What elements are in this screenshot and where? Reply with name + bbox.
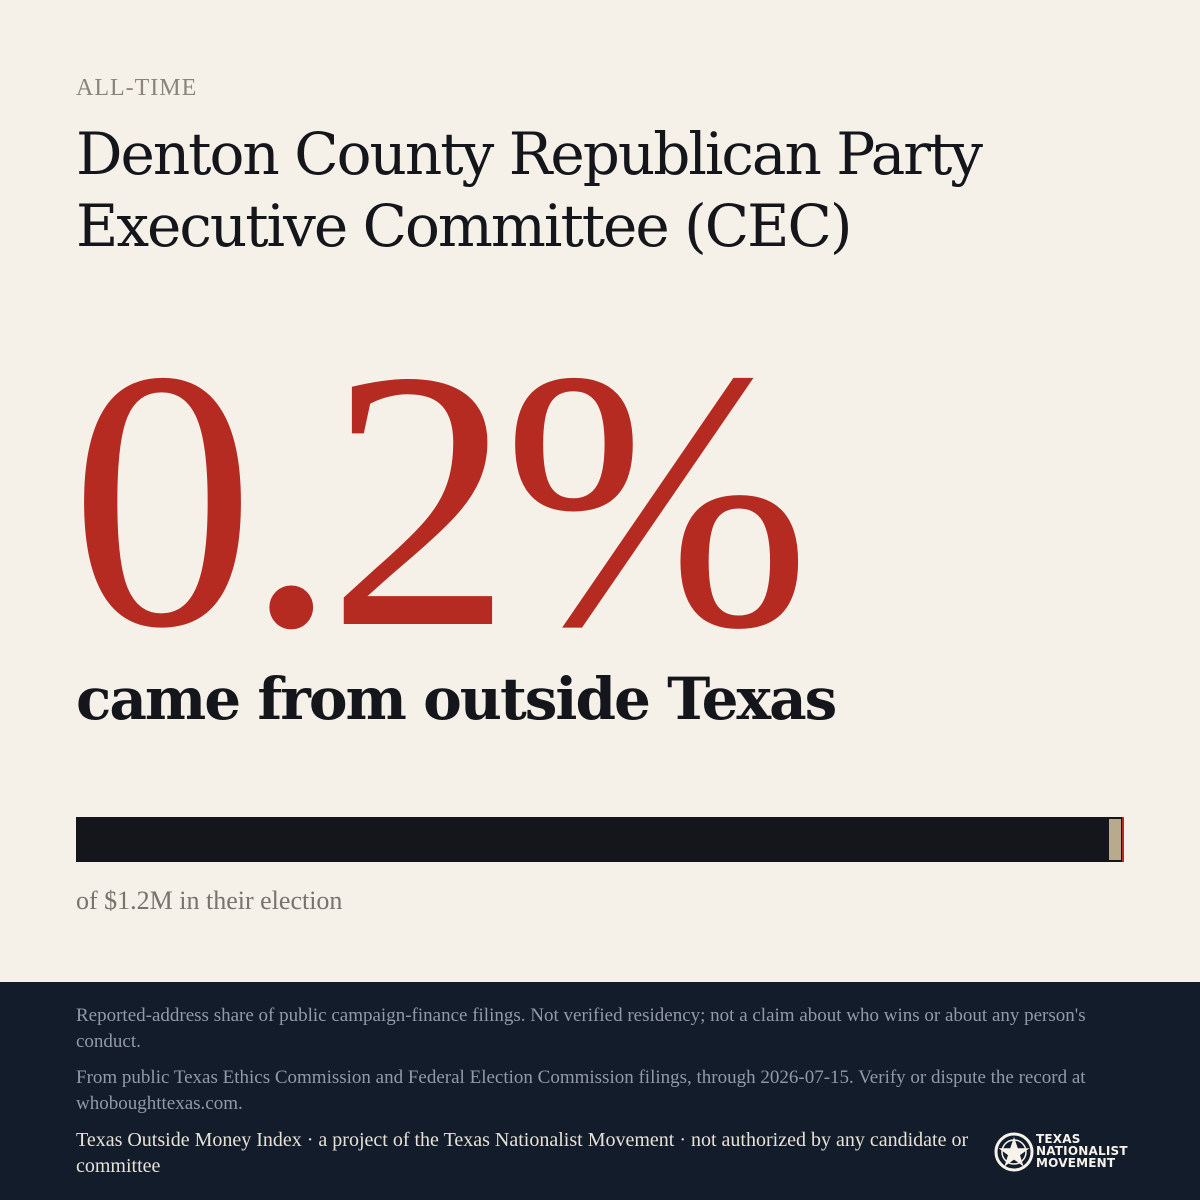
outside-money-segment — [1121, 817, 1124, 862]
source-note: From public Texas Ethics Commission and … — [76, 1067, 1086, 1114]
star-seal-icon — [994, 1132, 1034, 1172]
timeframe-label: ALL-TIME — [76, 75, 198, 101]
project-credit: Texas Outside Money Index · a project of… — [76, 1129, 969, 1177]
logo-line-nationalist: NATIONALIST — [1036, 1144, 1128, 1158]
tnm-logo-wordmark: TEXAS NATIONALIST MOVEMENT — [1036, 1133, 1136, 1169]
money-share-bar — [76, 817, 1124, 862]
logo-line-movement: MOVEMENT — [1036, 1156, 1116, 1170]
outside-texas-label: came from outside Texas — [76, 665, 837, 733]
outside-share-percentage: 0.2% — [70, 295, 811, 705]
share-marker — [1109, 819, 1121, 860]
logo-line-texas: TEXAS — [1036, 1132, 1081, 1146]
residency-disclaimer: Reported-address share of public campaig… — [76, 1005, 1086, 1052]
tnm-logo: TEXAS NATIONALIST MOVEMENT — [994, 1132, 1144, 1172]
committee-title: Denton County Republican Party Executive… — [76, 120, 983, 260]
election-total-caption: of $1.2M in their election — [76, 886, 343, 915]
